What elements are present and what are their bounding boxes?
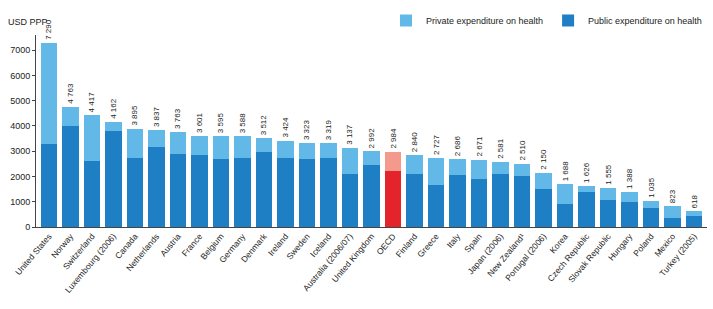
svg-text:Germany: Germany (217, 231, 248, 265)
svg-text:2 581: 2 581 (496, 138, 505, 159)
svg-text:0: 0 (25, 222, 30, 232)
svg-text:Denmark: Denmark (239, 231, 269, 264)
svg-text:Belgium: Belgium (198, 232, 225, 262)
svg-text:United States: United States (13, 232, 53, 278)
svg-text:France: France (180, 231, 205, 258)
svg-text:Czech Republic: Czech Republic (545, 231, 591, 284)
svg-text:Italy: Italy (445, 231, 463, 250)
svg-text:5000: 5000 (10, 96, 30, 106)
svg-text:Australia (2006/07): Australia (2006/07) (301, 231, 355, 293)
svg-text:823: 823 (668, 189, 677, 203)
svg-text:Finland: Finland (394, 231, 420, 259)
svg-text:2 984: 2 984 (389, 128, 398, 149)
svg-text:3000: 3000 (10, 146, 30, 156)
svg-text:3 595: 3 595 (216, 113, 225, 134)
svg-text:3 424: 3 424 (281, 117, 290, 138)
svg-text:2 992: 2 992 (367, 128, 376, 149)
svg-text:2000: 2000 (10, 172, 30, 182)
svg-text:USD PPP: USD PPP (8, 17, 48, 27)
svg-text:Netherlands: Netherlands (124, 232, 161, 274)
svg-text:Austria: Austria (158, 231, 183, 258)
svg-text:3 601: 3 601 (195, 112, 204, 133)
svg-text:Turkey (2005): Turkey (2005) (657, 231, 699, 278)
svg-text:3 137: 3 137 (345, 124, 354, 145)
svg-text:1 388: 1 388 (625, 168, 634, 189)
svg-text:Norway: Norway (49, 231, 76, 260)
svg-text:1 626: 1 626 (582, 162, 591, 183)
svg-text:4 763: 4 763 (66, 83, 75, 104)
svg-text:Korea: Korea (548, 231, 570, 255)
svg-text:618: 618 (690, 194, 699, 208)
svg-text:Sweden: Sweden (284, 231, 312, 261)
svg-text:Ireland: Ireland (266, 231, 291, 258)
svg-text:6000: 6000 (10, 71, 30, 81)
svg-text:3 323: 3 323 (302, 119, 311, 140)
svg-text:Poland: Poland (631, 231, 656, 258)
svg-text:2 727: 2 727 (432, 135, 441, 156)
svg-text:Mexico: Mexico (652, 231, 677, 258)
svg-text:3 763: 3 763 (173, 108, 182, 129)
svg-text:4000: 4000 (10, 121, 30, 131)
svg-text:Spain: Spain (462, 231, 484, 254)
svg-text:1 688: 1 688 (561, 161, 570, 182)
svg-text:Greece: Greece (415, 231, 441, 259)
svg-text:New Zealand¹: New Zealand¹ (485, 231, 527, 278)
svg-text:OECD: OECD (374, 232, 397, 257)
svg-text:2 671: 2 671 (475, 136, 484, 157)
svg-text:3 588: 3 588 (238, 113, 247, 134)
svg-text:1 035: 1 035 (647, 177, 656, 198)
svg-text:Switzerland: Switzerland (61, 231, 97, 271)
svg-text:1000: 1000 (10, 197, 30, 207)
svg-text:4 162: 4 162 (109, 98, 118, 119)
svg-text:Iceland: Iceland (308, 231, 333, 259)
svg-text:3 319: 3 319 (324, 120, 333, 141)
svg-text:7 290: 7 290 (44, 19, 53, 40)
svg-text:3 895: 3 895 (130, 105, 139, 126)
svg-text:1 555: 1 555 (604, 164, 613, 185)
svg-text:2 510: 2 510 (518, 140, 527, 161)
svg-text:2 840: 2 840 (410, 132, 419, 153)
svg-text:3 837: 3 837 (152, 106, 161, 127)
svg-text:Portugal (2006): Portugal (2006) (503, 231, 548, 282)
svg-text:3 512: 3 512 (259, 115, 268, 136)
svg-text:Japan (2006): Japan (2006) (465, 231, 505, 276)
svg-text:4 417: 4 417 (87, 92, 96, 113)
svg-text:2 686: 2 686 (453, 136, 462, 157)
svg-text:Luxembourg (2006): Luxembourg (2006) (63, 231, 118, 294)
svg-text:Private expenditure on health: Private expenditure on health (426, 16, 543, 26)
svg-text:United Kingdom: United Kingdom (330, 232, 377, 285)
svg-text:2 150: 2 150 (539, 149, 548, 170)
svg-text:Canada: Canada (113, 231, 140, 260)
svg-text:Hungary: Hungary (606, 231, 635, 263)
svg-text:Public expenditure on health: Public expenditure on health (588, 16, 702, 26)
svg-text:Slovak Republic: Slovak Republic (566, 231, 613, 285)
svg-text:7000: 7000 (10, 45, 30, 55)
